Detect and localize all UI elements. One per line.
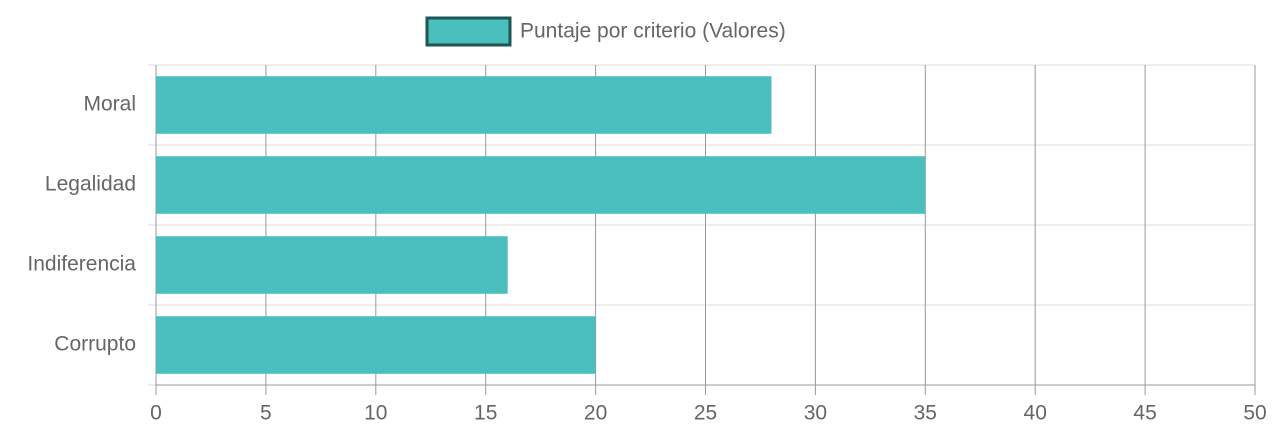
y-tick-label: Corrupto [54,333,136,356]
x-tick-label: 10 [364,402,387,425]
bar [156,156,926,214]
x-tick-label: 50 [1243,402,1266,425]
legend-label: Puntaje por criterio (Valores) [520,20,786,43]
x-tick-label: 0 [150,402,162,425]
x-tick-label: 5 [260,402,272,425]
x-tick-label: 40 [1024,402,1047,425]
legend-swatch [425,16,512,47]
x-tick-label: 25 [694,402,717,425]
y-tick-label: Legalidad [45,173,136,196]
x-tick-label: 35 [914,402,937,425]
bar [156,236,508,294]
x-tick-label: 45 [1133,402,1156,425]
x-tick-label: 15 [474,402,497,425]
bar [156,316,596,374]
x-tick-label: 20 [584,402,607,425]
y-tick-label: Moral [83,93,136,116]
x-tick-label: 30 [804,402,827,425]
y-tick-label: Indiferencia [27,253,136,276]
bar [156,76,772,134]
